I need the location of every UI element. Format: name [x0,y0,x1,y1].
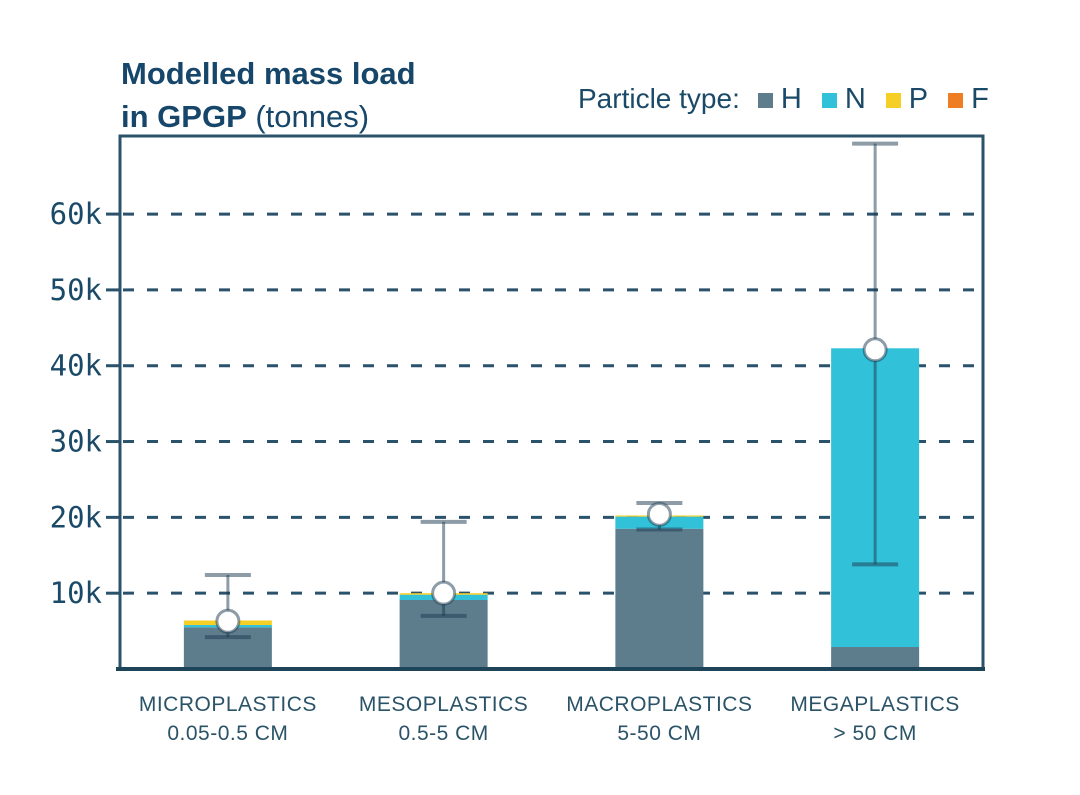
legend-label: Particle type: [578,83,740,114]
mean-marker [862,337,888,363]
x-axis-category-sublabel: > 50 CM [833,722,916,745]
x-axis-category-label: MEGAPLASTICS [790,693,959,716]
legend-item-P: P [885,82,929,116]
legend-swatch-N [821,93,837,108]
x-axis-line [116,667,985,671]
bar-segment-H [615,528,704,669]
legend: Particle type: H N P F [578,80,989,118]
legend-swatch-F [948,93,964,108]
error-bar [636,500,683,532]
x-axis-labels: MICROPLASTICS 0.05-0.5 CM MESOPLASTICS 0.5-… [139,693,959,745]
chart-title-line2-unit: (tonnes) [246,99,370,134]
x-axis-category-sublabel: 0.5-5 CM [398,722,488,745]
mean-marker [431,580,457,606]
chart-title-line2-bold: in GPGP [121,99,247,134]
x-axis-category-label: MACROPLASTICS [566,693,752,716]
legend-item-label: N [844,82,866,115]
legend-item-label: P [908,82,929,115]
legend-swatch-H [757,93,773,108]
y-axis-tick-label: 40k [50,349,103,383]
chart-title-line1: Modelled mass load [121,56,416,91]
chart-title: Modelled mass load in GPGP (tonnes) [121,52,416,138]
mean-marker [646,501,672,527]
legend-item-label: H [780,82,802,115]
chart-title-line2: in GPGP (tonnes) [121,95,416,138]
error-bar [204,572,251,640]
legend-swatch-P [885,93,901,108]
legend-item-label: F [971,82,989,115]
y-axis-tick-label: 60k [50,197,103,231]
error-bar [852,141,899,567]
error-bars [204,141,899,640]
y-axis-tick-label: 30k [50,425,103,459]
mean-marker [215,608,241,634]
x-axis-category-sublabel: 5-50 CM [617,722,701,745]
y-axis-tick-label: 50k [50,273,103,307]
x-axis-category-sublabel: 0.05-0.5 CM [167,722,288,745]
plot-border [118,134,985,669]
legend-item-F: F [948,83,989,116]
legend-item-N: N [821,82,866,116]
gridlines: 10k 20k 30k 40k 50k 60k [50,197,980,610]
bars [183,348,920,669]
x-axis-category-label: MICROPLASTICS [139,693,317,716]
bar-segment-H [831,647,920,669]
y-axis-tick-label: 20k [50,500,103,534]
legend-item-H: H [757,82,802,116]
x-axis-category-label: MESOPLASTICS [359,693,528,716]
error-bar [420,519,467,618]
y-axis-tick-label: 10k [50,576,103,610]
